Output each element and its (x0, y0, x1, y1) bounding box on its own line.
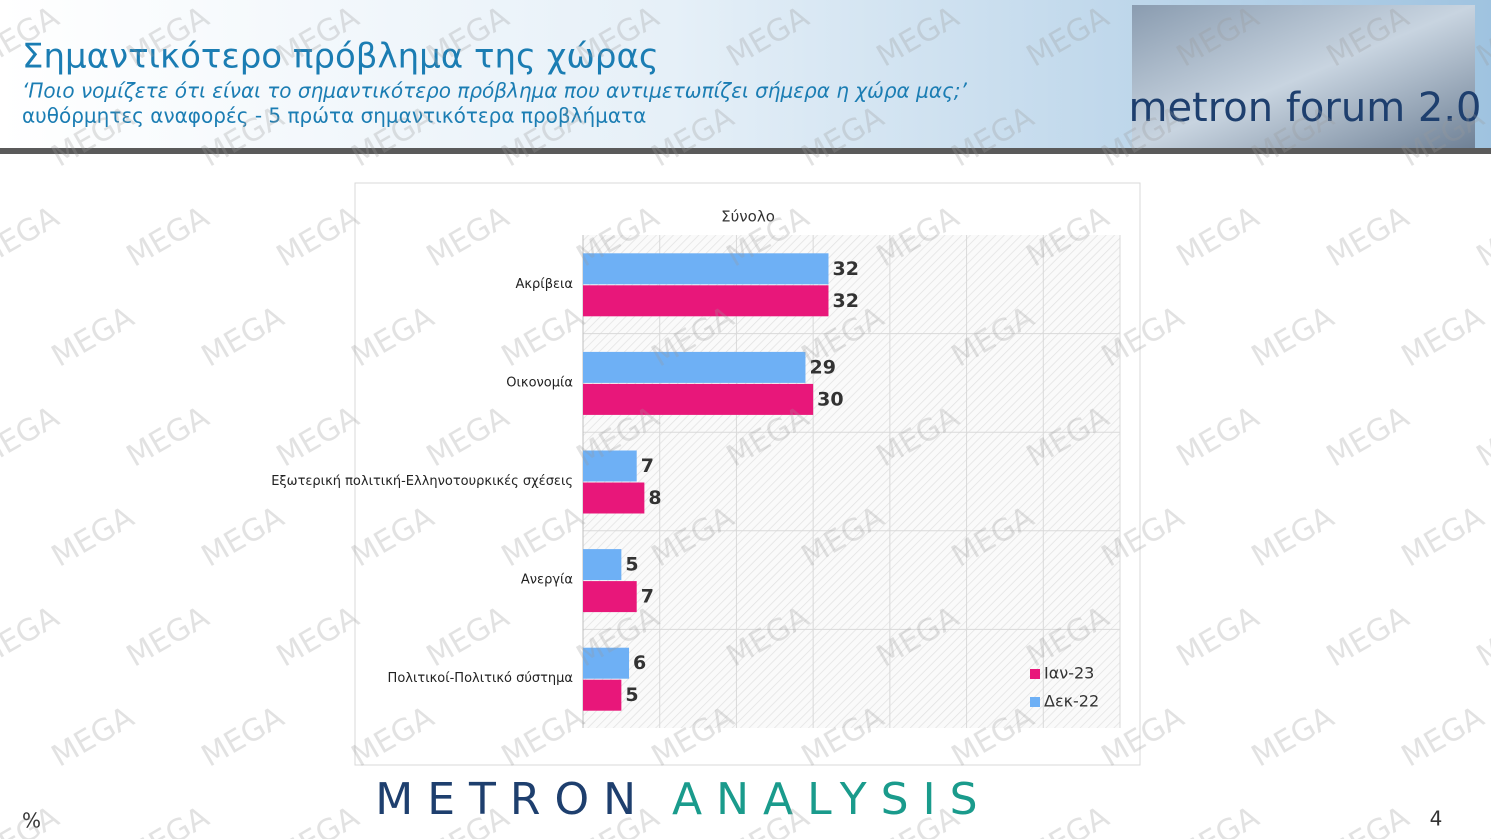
logo: metron forum 2.0 (1128, 85, 1481, 131)
bar (583, 549, 622, 581)
watermark: MEGA (0, 199, 65, 274)
watermark: MEGA (1396, 699, 1491, 774)
watermark: MEGA (196, 499, 291, 574)
watermark: MEGA (46, 499, 141, 574)
watermark: MEGA (1321, 399, 1416, 474)
watermark: MEGA (46, 299, 141, 374)
bar (583, 482, 645, 514)
watermark: MEGA (1246, 299, 1341, 374)
bar (583, 679, 622, 711)
logo-box (1132, 5, 1475, 148)
watermark: MEGA (271, 599, 366, 674)
watermark: MEGA (1396, 499, 1491, 574)
bar (583, 581, 637, 613)
brand-left: METRON (375, 774, 650, 825)
bar (583, 383, 814, 415)
watermark: MEGA (196, 299, 291, 374)
watermark: MEGA (1471, 599, 1491, 674)
bar (583, 450, 637, 482)
value-label: 30 (817, 388, 843, 410)
value-label: 7 (641, 455, 654, 477)
category-label: Πολιτικοί-Πολιτικό σύστημα (388, 671, 573, 686)
unit: % (22, 809, 41, 833)
value-label: 5 (625, 684, 638, 706)
watermark: MEGA (121, 399, 216, 474)
watermark: MEGA (1471, 399, 1491, 474)
legend-label: Ιαν-23 (1044, 664, 1094, 683)
watermark: MEGA (271, 799, 366, 839)
watermark: MEGA (271, 399, 366, 474)
watermark: MEGA (46, 699, 141, 774)
bar (583, 285, 829, 317)
category-label: Εξωτερική πολιτική-Ελληνοτουρκικές σχέσε… (271, 474, 573, 489)
watermark: MEGA (1321, 199, 1416, 274)
watermark: MEGA (1171, 199, 1266, 274)
watermark: MEGA (1171, 599, 1266, 674)
watermark: MEGA (1396, 299, 1491, 374)
value-label: 7 (641, 586, 654, 608)
value-label: 32 (832, 258, 858, 280)
watermark: MEGA (0, 399, 65, 474)
watermark: MEGA (1021, 799, 1116, 839)
bar (583, 351, 806, 383)
value-label: 6 (633, 652, 646, 674)
value-label: 29 (809, 356, 835, 378)
watermark: MEGA (1471, 799, 1491, 839)
subtitle: ‘Ποιο νομίζετε ότι είναι το σημαντικότερ… (22, 79, 967, 103)
value-label: 32 (832, 290, 858, 312)
watermark: MEGA (1471, 199, 1491, 274)
watermark: MEGA (1321, 599, 1416, 674)
watermark: MEGA (0, 599, 65, 674)
bar (583, 647, 630, 679)
watermark: MEGA (121, 799, 216, 839)
legend-swatch (1030, 669, 1040, 679)
watermark: MEGA (271, 199, 366, 274)
watermark: MEGA (1246, 699, 1341, 774)
page-number: 4 (1430, 807, 1443, 831)
value-label: 8 (648, 487, 661, 509)
title: Σημαντικότερο πρόβλημα της χώρας (22, 37, 659, 77)
brand-right: ANALYSIS (672, 774, 992, 825)
legend-label: Δεκ-22 (1044, 692, 1099, 711)
legend-swatch (1030, 697, 1040, 707)
category-label: Ακρίβεια (516, 277, 574, 292)
category-label: Οικονομία (506, 375, 573, 390)
chart-title: Σύνολο (721, 208, 775, 226)
note: αυθόρμητες αναφορές - 5 πρώτα σημαντικότ… (22, 104, 646, 128)
plot-area (583, 235, 1120, 728)
watermark: MEGA (121, 599, 216, 674)
watermark: MEGA (121, 199, 216, 274)
bar (583, 253, 829, 285)
watermark: MEGA (1171, 799, 1266, 839)
value-label: 5 (625, 554, 638, 576)
watermark: MEGA (196, 699, 291, 774)
watermark: MEGA (1246, 499, 1341, 574)
header-rule (0, 148, 1491, 154)
watermark: MEGA (1321, 799, 1416, 839)
watermark: MEGA (1171, 399, 1266, 474)
chart: Ακρίβεια 32 32 Οικονομία 29 30 Εξωτερική πολιτ… (271, 235, 1121, 728)
category-label: Ανεργία (521, 573, 573, 588)
